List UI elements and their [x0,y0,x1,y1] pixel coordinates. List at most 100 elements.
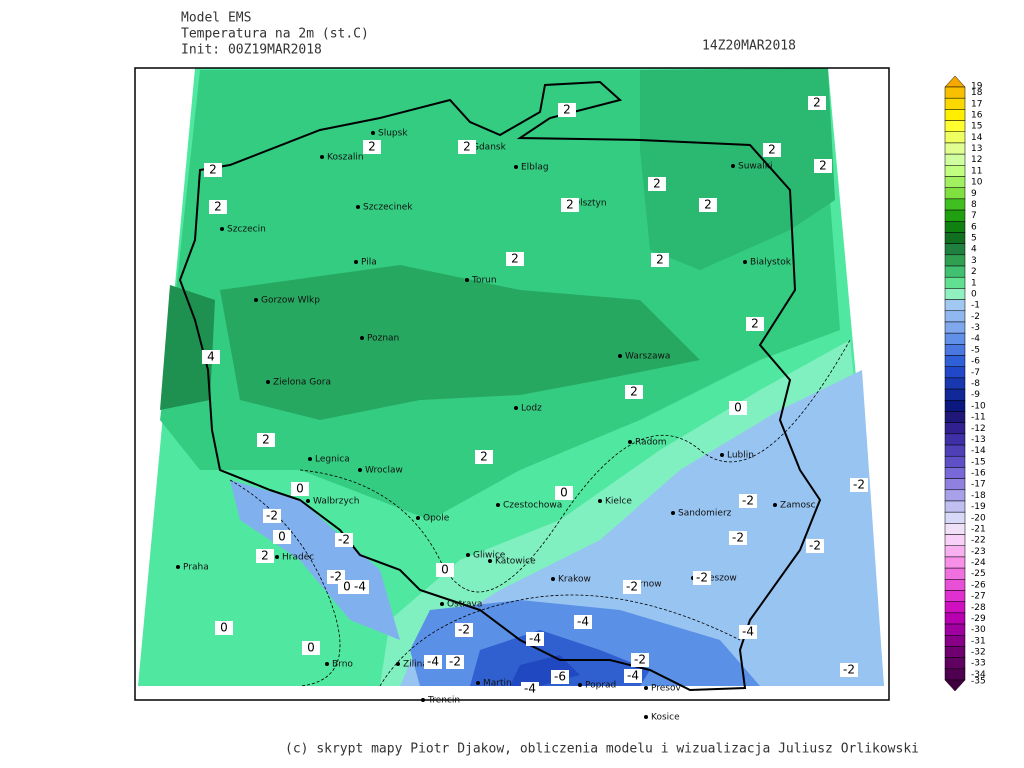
city-label: Kosice [651,713,680,723]
contour-label-bg [263,509,281,523]
contour-label-bg [335,533,353,547]
contour-label-bg [850,478,868,492]
colorbar-box [944,299,966,312]
city-dot [354,260,358,264]
contour-label: -2 [338,533,350,547]
city-dot [371,131,375,135]
colorbar-box [944,198,966,211]
city-dot [306,499,310,503]
colorbar-label: -23 [971,547,986,557]
contour-label-bg [746,317,764,331]
colorbar-box [944,142,966,155]
contour-label-bg [806,539,824,553]
city-label: Walbrzych [313,497,359,507]
colorbar-box [944,433,966,446]
contour-label: -6 [554,670,566,684]
colorbar-label: 18 [971,88,983,98]
colorbar-box [944,131,966,144]
colorbar-label: -35 [971,677,986,687]
city-label: Zielona Gora [273,378,331,388]
city-label: Czestochowa [503,501,562,511]
contour-label-bg [256,549,274,563]
colorbar-box [944,254,966,267]
colorbar-box [944,579,966,591]
contour-label: -4 [529,632,541,646]
colorbar-box [944,455,966,468]
colorbar-box [944,176,966,188]
colorbar-box [944,377,966,390]
city-label: Krakow [558,575,591,585]
colorbar-box [944,344,966,356]
colorbar-label: -28 [971,603,986,613]
colorbar-label: 15 [971,122,982,132]
colorbar-label: 5 [971,234,977,244]
colorbar-box [944,187,966,200]
contour-label: 2 [819,159,827,173]
city-label: Koszalin [327,153,364,163]
contour-label-bg [739,494,757,508]
contour-label-bg [840,663,858,677]
colorbar-label: -25 [971,569,986,579]
map [134,67,890,701]
colorbar-box [944,534,966,546]
city-dot [773,503,777,507]
colorbar-box [944,545,966,558]
city-label: Kielce [605,497,632,507]
city-label: Presov [651,684,682,694]
colorbar-label: -27 [971,592,986,602]
city-dot [325,662,329,666]
city-dot [266,380,270,384]
colorbar-label: 17 [971,99,982,109]
contour-label-bg [739,625,757,639]
colorbar-box [944,657,966,670]
colorbar-label: -26 [971,580,986,590]
colorbar-box [944,590,966,602]
colorbar-label: 0 [971,289,977,299]
city-label: Poprad [585,681,616,691]
colorbar: 191817161514131211109876543210-1-2-3-4-5… [944,75,986,692]
colorbar-label: -21 [971,524,986,534]
contour-label-bg [351,580,369,594]
city-label: Opole [423,514,450,524]
contour-label-bg [302,641,320,655]
colorbar-label: 19 [971,82,983,92]
colorbar-label: -18 [971,491,986,501]
contour-label: -2 [732,531,744,545]
contour-label-bg [561,198,579,212]
city-dot [356,205,360,209]
colorbar-box [944,109,966,121]
colorbar-label: -17 [971,480,986,490]
colorbar-label: -9 [971,390,980,400]
colorbar-label: -20 [971,513,986,523]
contour-label: 2 [813,96,821,110]
colorbar-label: -29 [971,614,986,624]
contour-label-bg [763,143,781,157]
colorbar-label: 13 [971,144,982,154]
colorbar-label: -15 [971,457,986,467]
colorbar-label: 4 [971,245,977,255]
city-label: Zilina [403,660,428,670]
contour-label-bg [699,198,717,212]
city-dot [496,503,500,507]
contour-label: 2 [511,252,519,266]
contour-label: 2 [563,103,571,117]
city-dot [358,468,362,472]
city-label: Gliwice [473,551,506,561]
city-label: Slupsk [378,129,408,139]
colorbar-box [944,422,966,435]
contour-label-bg [625,385,643,399]
colorbar-label: -12 [971,424,986,434]
contour-label-bg [363,140,381,154]
city-dot [320,155,324,159]
colorbar-box [944,366,966,379]
city-label: Zamosc [780,501,816,511]
contour-label: 0 [560,486,568,500]
city-dot [308,457,312,461]
contour-label: 2 [480,450,488,464]
city-label: Hradec [282,553,314,563]
city-dot [551,577,555,581]
contour-label: 2 [209,163,217,177]
colorbar-box [944,288,966,300]
city-dot [644,686,648,690]
